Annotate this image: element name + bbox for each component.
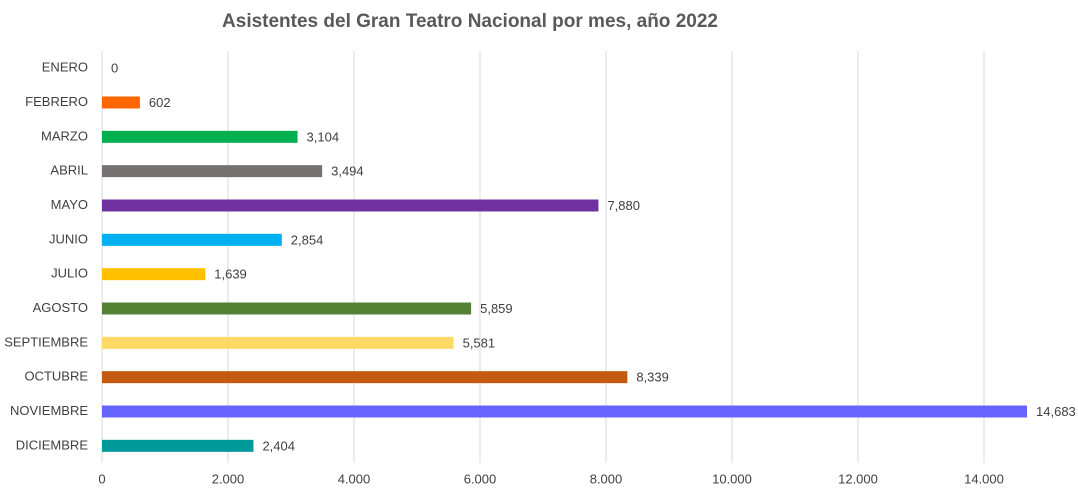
x-tick-label: 6.000 [464,471,497,486]
chart-title: Asistentes del Gran Teatro Nacional por … [222,11,718,32]
data-label: 602 [149,95,171,110]
y-tick-label: JUNIO [49,231,88,246]
bar [102,130,298,143]
data-label: 5,581 [463,335,496,350]
y-tick-label: OCTUBRE [24,369,88,384]
y-tick-label: DICIEMBRE [16,437,89,452]
x-tick-label: 14.000 [964,471,1004,486]
data-label: 2,404 [262,438,295,453]
data-label: 14,683 [1036,404,1076,419]
data-label: 2,854 [291,232,324,247]
y-tick-label: ABRIL [50,163,88,178]
x-tick-label: 12.000 [838,471,878,486]
data-label: 8,339 [636,370,669,385]
x-tick-label: 0 [98,471,105,486]
y-tick-label: SEPTIEMBRE [4,334,88,349]
data-label: 3,104 [307,129,340,144]
data-label: 5,859 [480,301,513,316]
y-tick-label: AGOSTO [33,300,88,315]
data-label: 0 [111,61,118,76]
y-tick-label: MARZO [41,128,88,143]
y-tick-label: MAYO [51,197,88,212]
x-tick-label: 2.000 [212,471,245,486]
y-tick-label: FEBRERO [25,94,88,109]
bar [102,336,454,349]
x-tick-label: 10.000 [712,471,752,486]
bar [102,199,599,212]
bar [102,405,1028,418]
bar [102,371,628,384]
y-tick-label: JULIO [51,266,88,281]
bar [102,165,323,178]
data-label: 3,494 [331,164,364,179]
y-tick-label: NOVIEMBRE [10,403,88,418]
bar [102,233,282,246]
bar [102,439,254,452]
y-tick-label: ENERO [42,60,88,75]
x-tick-label: 8.000 [590,471,623,486]
bar [102,268,206,281]
bar [102,96,140,109]
x-tick-label: 4.000 [338,471,371,486]
bar [102,302,472,315]
data-label: 7,880 [607,198,640,213]
data-label: 1,639 [214,267,247,282]
